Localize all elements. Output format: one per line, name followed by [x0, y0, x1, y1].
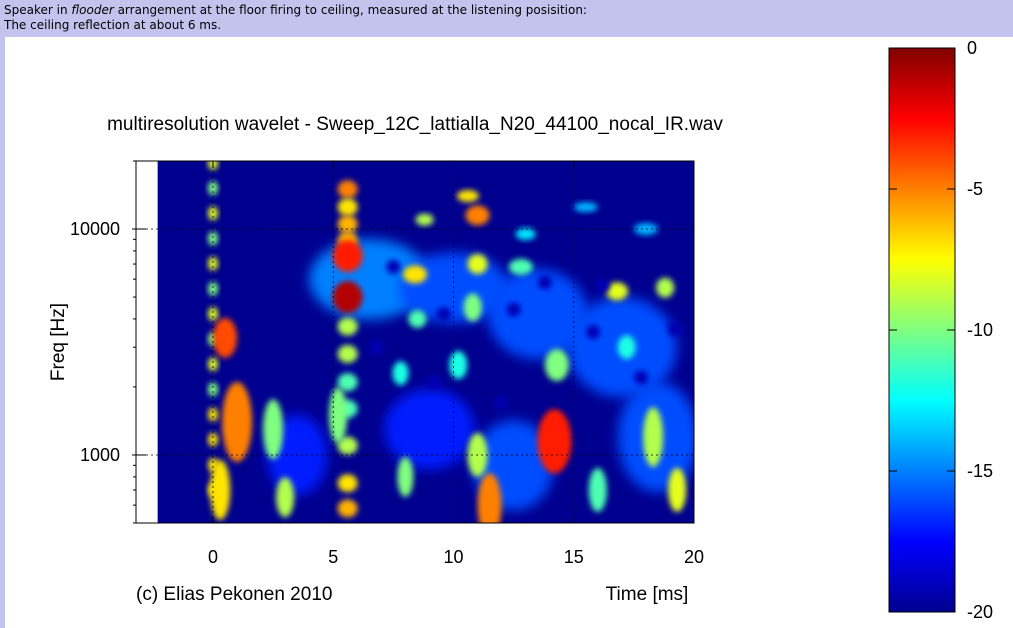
x-tick-label: 0 [208, 547, 218, 567]
x-axis-label: Time [ms] [606, 584, 689, 605]
no-data-region [136, 161, 158, 523]
heatmap-cell [329, 387, 348, 444]
heatmap-cell [207, 231, 218, 246]
heatmap-cell [617, 335, 636, 360]
heatmap-cell [337, 317, 358, 336]
heatmap-cell [207, 256, 218, 271]
heatmap-cell [544, 349, 569, 382]
heatmap-cell [415, 213, 434, 226]
heatmap-cell [449, 351, 468, 380]
heatmap-cell [337, 436, 358, 455]
left-border [0, 37, 5, 628]
y-tick-label: 1000 [80, 445, 120, 465]
heatmap-cell [606, 282, 629, 301]
heatmap-cell [397, 456, 414, 497]
heatmap-cell [210, 459, 231, 520]
heatmap-cell [595, 278, 610, 293]
chart-title: multiresolution wavelet - Sweep_12C_latt… [107, 114, 723, 135]
heatmap-layer [207, 161, 694, 523]
heatmap-cell [668, 467, 687, 512]
colorbar-ticks: 0 -5 -10 -15 -20 [889, 38, 993, 622]
heatmap-cell [337, 180, 358, 199]
heatmap-cell [207, 281, 218, 296]
heatmap-cell [585, 325, 600, 340]
x-tick-label: 20 [684, 547, 704, 567]
plot-frame [135, 160, 695, 524]
colorbar-tick-label: -20 [967, 602, 993, 622]
y-minor-ticks [133, 160, 136, 524]
heatmap-cell [337, 344, 358, 363]
x-tick-label: 15 [564, 547, 584, 567]
heatmap-cell [207, 382, 218, 397]
heatmap-cell [463, 293, 482, 322]
colorbar-tick-label: -15 [967, 461, 993, 481]
y-axis-label: Freq [Hz] [48, 303, 69, 381]
heatmap-cell [369, 340, 384, 355]
heatmap-cell [276, 477, 295, 518]
heatmap-cell [212, 317, 237, 358]
heatmap-cell [436, 307, 451, 322]
heatmap-cell [332, 239, 363, 272]
heatmap-cell [207, 357, 218, 372]
heatmap-cell [508, 258, 533, 275]
heatmap-cell [337, 215, 358, 234]
heatmap-cell [332, 281, 363, 314]
heatmap-cell [337, 198, 358, 217]
caption-emphasis: flooder [71, 3, 114, 17]
plot-area [136, 161, 694, 523]
heatmap-cell [337, 499, 358, 518]
x-tick-label: 10 [443, 547, 463, 567]
grid-lines [136, 161, 694, 523]
heatmap-cell [656, 277, 675, 298]
heatmap-cell [465, 205, 490, 226]
heatmap-cell [643, 407, 664, 468]
heatmap-cell [403, 265, 427, 284]
heatmap-cell [633, 223, 658, 236]
x-axis-ticks: 0 5 10 15 20 [208, 161, 704, 567]
caption-line-2: The ceiling reflection at about 6 ms. [4, 18, 222, 32]
heatmap-cell [573, 202, 598, 213]
page-caption: Speaker in flooder arrangement at the fl… [0, 0, 1013, 37]
heatmap-cell [337, 474, 358, 493]
heatmap-cell [467, 254, 488, 275]
x-tick-label: 5 [328, 547, 338, 567]
heatmap-cell [456, 190, 479, 203]
caption-line-1: Speaker in flooder arrangement at the fl… [4, 3, 1009, 18]
heatmap-cell [487, 269, 588, 360]
credit-text: (c) Elias Pekonen 2010 [136, 584, 332, 605]
heatmap-cell [494, 395, 509, 410]
heatmap-cell [207, 306, 218, 321]
heatmap-cell [537, 409, 572, 474]
heatmap-cell [515, 228, 536, 241]
heatmap-cell [667, 322, 682, 337]
y-axis-ticks: 1000 10000 [70, 219, 146, 465]
colorbar-tick-label: -5 [967, 179, 983, 199]
heatmap-cell [386, 259, 401, 274]
heatmap-cell [207, 432, 218, 447]
colorbar-tick-label: -10 [967, 320, 993, 340]
heatmap-cell [588, 467, 607, 512]
heatmap-cell [427, 375, 442, 390]
heatmap-cell [337, 373, 358, 392]
heatmap-cell [207, 181, 218, 196]
caption-text-a: Speaker in [4, 3, 72, 17]
heatmap-cell [384, 389, 475, 470]
heatmap-cell [392, 361, 409, 386]
heatmap-cell [263, 399, 284, 460]
heatmap-cell [207, 407, 218, 422]
caption-text-b: arrangement at the floor firing to ceili… [113, 3, 587, 17]
colorbar-tick-label: 0 [967, 38, 977, 58]
heatmap-cell [408, 309, 427, 328]
heatmap-cell [207, 206, 218, 221]
heatmap-cell [537, 275, 552, 290]
colorbar [888, 47, 956, 613]
heatmap-cell [222, 381, 253, 462]
y-tick-label: 10000 [70, 219, 120, 239]
heatmap-cell [506, 302, 521, 317]
heatmap-cell [634, 370, 649, 385]
heatmap-cell [477, 473, 502, 523]
